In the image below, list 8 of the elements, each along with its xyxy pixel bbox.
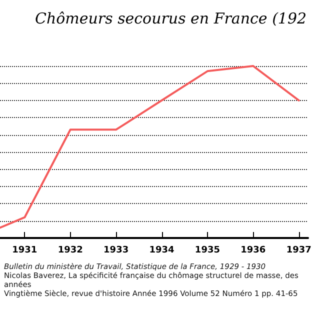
x-tick-label: 1934 — [149, 246, 174, 256]
x-tick-label: 1933 — [104, 246, 129, 256]
chart-title: Chômeurs secourus en France (192 — [35, 10, 307, 28]
x-tick-label: 1936 — [240, 246, 266, 256]
x-tick-label: 1932 — [58, 246, 83, 256]
x-tick-label: 1931 — [12, 246, 38, 256]
x-tick-label: 1937 — [286, 246, 312, 256]
x-tick-label: 1935 — [194, 246, 220, 256]
